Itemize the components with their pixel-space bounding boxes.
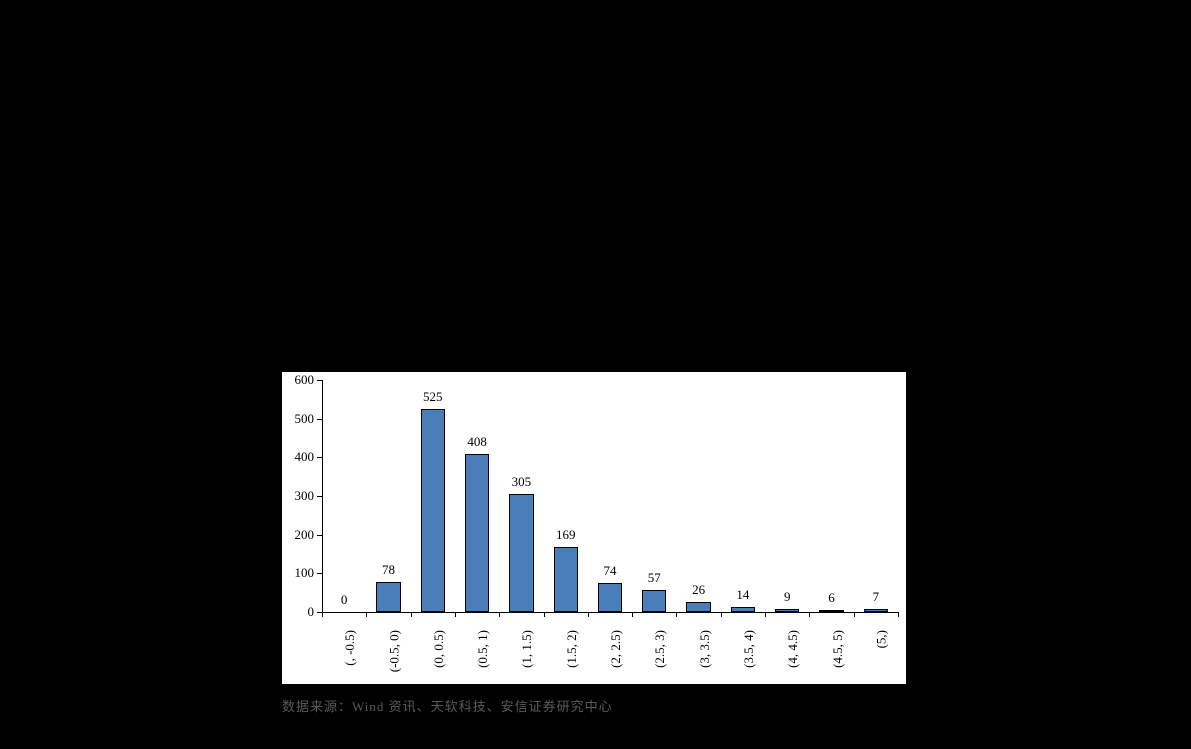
bar-value-label: 408 [467,434,487,450]
x-tick [411,612,412,617]
source-text: 数据来源：Wind 资讯、天软科技、安信证券研究中心 [282,696,613,715]
y-tick-label: 500 [295,411,315,427]
y-tick [317,573,322,574]
x-tick-label: (2.5, 3) [652,630,668,668]
x-tick [676,612,677,617]
bar-value-label: 74 [604,563,617,579]
x-tick [366,612,367,617]
y-tick [317,496,322,497]
bar [421,409,445,612]
y-tick [317,419,322,420]
bar-value-label: 0 [341,592,348,608]
bar-value-label: 305 [512,474,532,490]
y-tick-label: 0 [308,604,315,620]
x-tick [455,612,456,617]
y-tick-label: 200 [295,527,315,543]
x-ticks [322,612,898,618]
x-tick [809,612,810,617]
x-tick-label: (5,) [874,630,890,648]
x-tick-label: (1, 1.5) [519,630,535,668]
y-ticks [322,380,327,612]
x-tick-label: (1.5, 2) [564,630,580,668]
y-tick-label: 100 [295,565,315,581]
x-tick-label: (4, 4.5) [785,630,801,668]
x-tick [721,612,722,617]
plot-area: 0 78 525 408 305 169 74 57 26 14 9 6 7 [322,380,898,612]
x-tick-label: (2, 2.5) [608,630,624,668]
y-tick-label: 400 [295,449,315,465]
x-tick-label: (3, 3.5) [697,630,713,668]
bar-value-label: 26 [692,582,705,598]
x-tick [544,612,545,617]
bar [465,454,489,612]
x-tick-label: (0.5, 1) [475,630,491,668]
bar [642,590,666,612]
bar [509,494,533,612]
bar [376,582,400,612]
bar-value-label: 169 [556,527,576,543]
bar-value-label: 14 [736,587,749,603]
bar-chart: 0 100 200 300 400 500 600 0 78 525 408 305 169 74 57 2… [282,372,906,684]
x-tick [499,612,500,617]
x-tick-label: (-0.5, 0) [386,630,402,672]
x-tick [854,612,855,617]
y-tick [317,380,322,381]
x-tick-label: (3.5, 4) [741,630,757,668]
bar-value-label: 9 [784,589,791,605]
bar-value-label: 6 [828,590,835,606]
bar [598,583,622,612]
bar [554,547,578,612]
x-tick-label: (0, 0.5) [431,630,447,668]
bar-value-label: 78 [382,562,395,578]
x-tick-label: (, -0.5) [342,630,358,666]
y-tick-label: 600 [295,372,315,388]
bar-value-label: 7 [873,589,880,605]
x-tick [898,612,899,617]
x-tick-label: (4.5, 5) [830,630,846,668]
x-tick [322,612,323,617]
bar-value-label: 525 [423,389,443,405]
y-tick-label: 300 [295,488,315,504]
y-tick [317,535,322,536]
y-axis-labels: 0100200300400500600 [282,374,318,614]
x-tick [765,612,766,617]
x-axis-labels: (, -0.5) (-0.5, 0) (0, 0.5) (0.5, 1) (1, 1.5… [322,616,898,686]
bar [686,602,710,612]
y-tick [317,612,322,613]
x-tick [632,612,633,617]
bar-value-label: 57 [648,570,661,586]
x-tick [588,612,589,617]
y-tick [317,457,322,458]
